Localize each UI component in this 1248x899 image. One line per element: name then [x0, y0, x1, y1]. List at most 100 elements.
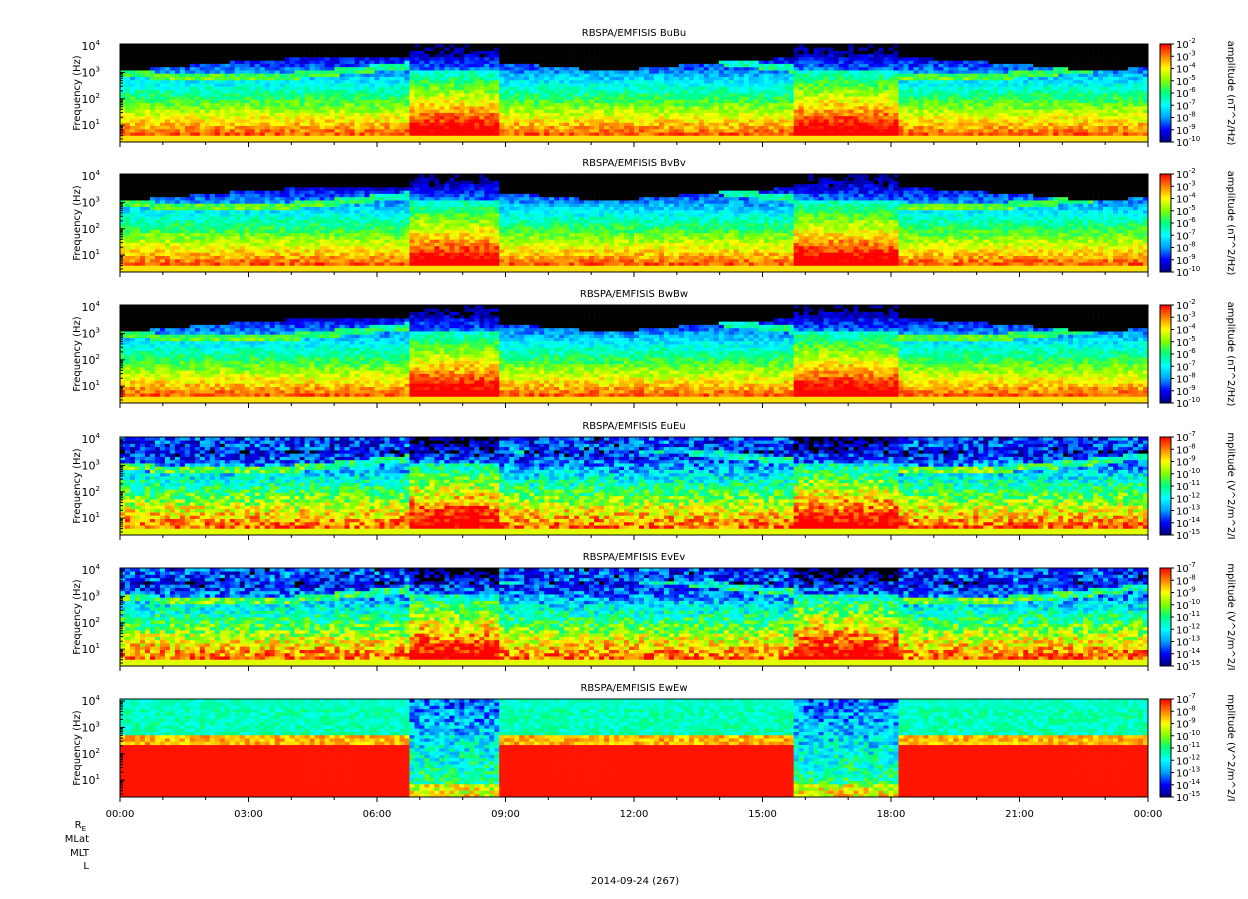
heatmap-cell — [284, 79, 290, 84]
heatmap-cell — [893, 50, 899, 55]
heatmap-cell — [284, 47, 290, 51]
heatmap-cell — [544, 138, 550, 143]
heatmap-cell — [189, 89, 196, 94]
heatmap-cell — [888, 99, 894, 104]
heatmap-cell — [374, 73, 380, 77]
heatmap-cell — [943, 99, 949, 104]
heatmap-cell — [534, 93, 540, 97]
heatmap-cell — [239, 70, 246, 74]
heatmap-cell — [903, 132, 909, 136]
heatmap-cell — [319, 73, 325, 77]
heatmap-cell — [574, 73, 580, 77]
heatmap-cell — [524, 70, 530, 74]
heatmap-cell — [219, 132, 226, 136]
heatmap-cell — [509, 66, 515, 71]
heatmap-cell — [479, 70, 485, 74]
heatmap-cell — [429, 135, 435, 140]
heatmap-cell — [329, 79, 335, 84]
heatmap-cell — [828, 79, 834, 84]
heatmap-cell — [688, 70, 695, 74]
heatmap-cell — [893, 109, 899, 113]
heatmap-cell — [584, 112, 590, 117]
heatmap-cell — [813, 93, 819, 97]
heatmap-cell — [888, 47, 894, 51]
heatmap-cell — [464, 138, 470, 143]
heatmap-cell — [139, 86, 146, 91]
heatmap-cell — [778, 138, 785, 143]
heatmap-cell — [349, 89, 355, 94]
heatmap-cell — [708, 50, 715, 55]
heatmap-cell — [903, 138, 909, 143]
heatmap-cell — [239, 57, 246, 61]
heatmap-cell — [728, 122, 735, 126]
heatmap-cell — [604, 57, 610, 61]
heatmap-cell — [439, 119, 445, 123]
heatmap-cell — [559, 112, 565, 117]
heatmap-cell — [838, 112, 844, 117]
heatmap-cell — [833, 70, 839, 74]
heatmap-cell — [279, 86, 285, 91]
heatmap-cell — [933, 89, 939, 94]
heatmap-cell — [743, 135, 750, 140]
heatmap-cell — [449, 44, 455, 48]
heatmap-cell — [643, 57, 650, 61]
heatmap-cell — [309, 128, 315, 133]
heatmap-cell — [753, 122, 760, 126]
heatmap-cell — [663, 96, 670, 100]
heatmap-cell — [903, 102, 909, 107]
heatmap-cell — [234, 128, 241, 133]
heatmap-cell — [783, 128, 789, 133]
heatmap-cell — [604, 132, 610, 136]
heatmap-cell — [369, 79, 375, 84]
heatmap-cell — [823, 125, 829, 130]
heatmap-cell — [614, 57, 620, 61]
heatmap-cell — [858, 50, 864, 55]
heatmap-cell — [678, 99, 685, 104]
heatmap-cell — [658, 96, 665, 100]
heatmap-cell — [254, 102, 261, 107]
heatmap-cell — [179, 86, 186, 91]
heatmap-cell — [848, 44, 854, 48]
heatmap-cell — [379, 53, 385, 58]
heatmap-cell — [778, 70, 785, 74]
heatmap-cell — [838, 44, 844, 48]
heatmap-cell — [658, 73, 665, 77]
heatmap-cell — [773, 109, 780, 113]
heatmap-cell — [414, 70, 420, 74]
heatmap-cell — [449, 47, 455, 51]
heatmap-cell — [544, 125, 550, 130]
heatmap-cell — [229, 47, 236, 51]
heatmap-cell — [574, 93, 580, 97]
heatmap-cell — [469, 44, 475, 48]
heatmap-cell — [793, 76, 799, 81]
heatmap-cell — [354, 93, 360, 97]
heatmap-cell — [893, 106, 899, 110]
heatmap-cell — [683, 79, 690, 84]
heatmap-cell — [414, 60, 420, 64]
heatmap-cell — [444, 96, 450, 100]
heatmap-cell — [149, 112, 156, 117]
heatmap-cell — [873, 79, 879, 84]
heatmap-cell — [399, 112, 405, 117]
heatmap-cell — [229, 96, 236, 100]
heatmap-cell — [948, 109, 954, 113]
heatmap-cell — [564, 132, 570, 136]
heatmap-cell — [604, 99, 610, 104]
heatmap-cell — [658, 128, 665, 133]
heatmap-cell — [244, 132, 251, 136]
heatmap-cell — [184, 73, 191, 77]
heatmap-cell — [120, 60, 126, 64]
heatmap-cell — [599, 109, 605, 113]
heatmap-cell — [524, 132, 530, 136]
heatmap-cell — [559, 70, 565, 74]
heatmap-cell — [449, 109, 455, 113]
heatmap-cell — [868, 132, 874, 136]
heatmap-cell — [129, 57, 136, 61]
heatmap-cell — [594, 128, 600, 133]
heatmap-cell — [634, 96, 640, 100]
heatmap-cell — [494, 70, 500, 74]
heatmap-cell — [823, 86, 829, 91]
heatmap-cell — [374, 109, 380, 113]
heatmap-cell — [194, 73, 201, 77]
heatmap-cell — [314, 96, 320, 100]
